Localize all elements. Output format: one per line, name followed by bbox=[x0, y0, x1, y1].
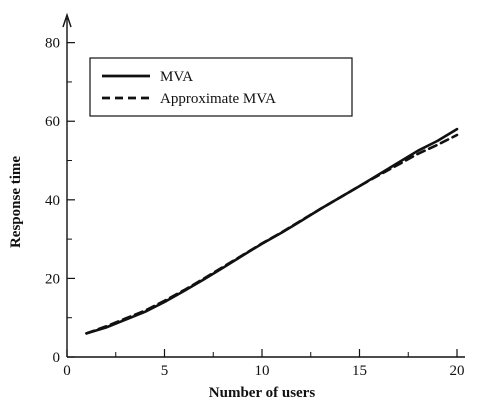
x-tick-label-10: 10 bbox=[255, 363, 270, 379]
legend-label-approximate-mva: Approximate MVA bbox=[160, 91, 276, 107]
legend: MVA Approximate MVA bbox=[89, 57, 353, 117]
ticks: 0 5 10 15 20 0 20 40 60 80 bbox=[45, 36, 465, 379]
series-line-mva bbox=[85, 127, 459, 335]
axes bbox=[62, 12, 465, 358]
series-lines bbox=[85, 127, 459, 335]
x-axis-label: Number of users bbox=[209, 385, 316, 401]
y-axis-arrow bbox=[62, 12, 72, 28]
y-tick-label-40: 40 bbox=[45, 193, 60, 209]
x-tick-label-0: 0 bbox=[63, 363, 71, 379]
x-tick-label-20: 20 bbox=[450, 363, 465, 379]
y-tick-label-60: 60 bbox=[45, 114, 60, 130]
legend-box bbox=[89, 57, 353, 117]
x-tick-label-15: 15 bbox=[352, 363, 367, 379]
y-tick-label-80: 80 bbox=[45, 36, 60, 52]
y-tick-label-20: 20 bbox=[45, 271, 60, 287]
y-tick-label-0: 0 bbox=[53, 350, 61, 366]
y-axis-label: Response time bbox=[8, 156, 24, 248]
series-line-approximate-mva bbox=[85, 133, 459, 335]
legend-label-mva: MVA bbox=[160, 69, 193, 85]
x-tick-label-5: 5 bbox=[161, 363, 169, 379]
